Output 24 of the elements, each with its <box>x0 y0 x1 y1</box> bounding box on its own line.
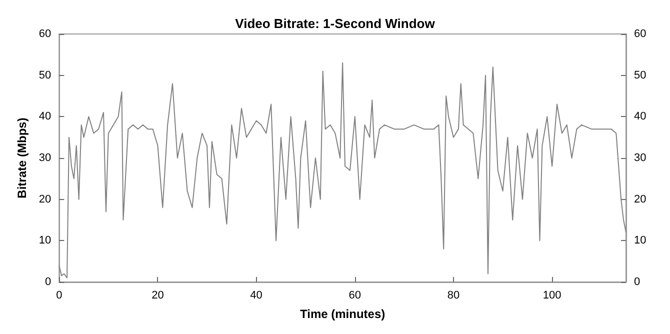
y2-tick-label: 30 <box>634 152 646 164</box>
y2-tick-label: 20 <box>634 193 646 206</box>
y2-tick-label: 0 <box>634 276 640 288</box>
x-axis-title: Time (minutes) <box>300 307 386 321</box>
x-tick-label: 100 <box>542 290 562 302</box>
y-tick-label: 40 <box>38 110 52 123</box>
x-tick-label: 40 <box>250 290 262 302</box>
y2-tick-label: 50 <box>634 69 646 82</box>
y2-tick-label: 10 <box>634 234 646 247</box>
y2-tick-label: 60 <box>634 28 646 40</box>
chart-title: Video Bitrate: 1-Second Window <box>235 16 436 31</box>
y-tick-label: 10 <box>38 234 52 247</box>
x-tick-label: 20 <box>152 290 164 302</box>
y-tick-label: 0 <box>45 276 52 288</box>
y-tick-label: 60 <box>38 28 52 40</box>
x-tick-label: 60 <box>348 290 362 302</box>
x-tick-label: 80 <box>447 290 460 302</box>
y-tick-label: 20 <box>38 193 52 206</box>
y2-tick-label: 40 <box>634 110 646 123</box>
y-axis-title: Bitrate (Mbps) <box>15 118 29 198</box>
x-tick-label: 0 <box>56 290 62 302</box>
y-tick-label: 30 <box>38 152 52 164</box>
y-tick-label: 50 <box>38 69 52 82</box>
line-series <box>58 62 626 278</box>
